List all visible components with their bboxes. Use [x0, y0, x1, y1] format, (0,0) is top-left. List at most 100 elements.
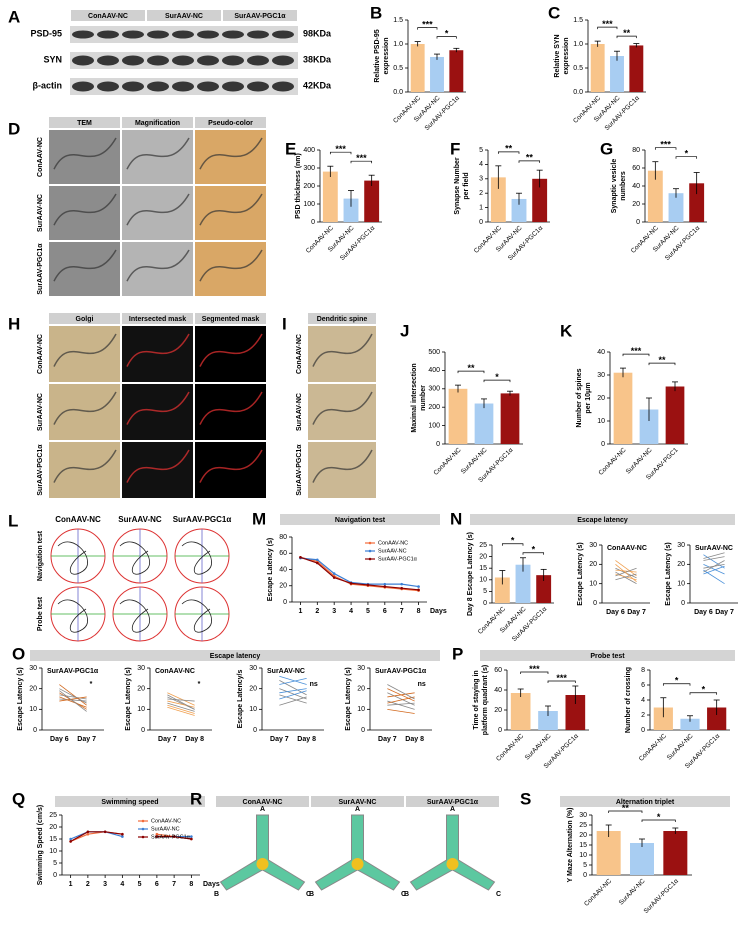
x-tick-label: 4 — [120, 881, 124, 888]
blot-band — [222, 81, 244, 92]
x-tick-label: SurAAV-NC — [524, 732, 553, 761]
blot-band — [247, 81, 269, 92]
significance-bracket — [457, 370, 485, 374]
swim-track — [119, 541, 151, 575]
pair-line — [615, 573, 637, 581]
pair-line — [167, 698, 195, 702]
column-header: TEM — [77, 120, 92, 127]
pair-line — [615, 567, 637, 577]
pair-line — [59, 696, 87, 708]
bar — [532, 178, 548, 222]
swim-track — [119, 599, 151, 633]
pair-line — [703, 560, 725, 573]
y-tick-label: 6 — [641, 682, 645, 689]
significance-bracket — [522, 552, 545, 555]
image-detail — [199, 333, 263, 367]
significance-label: *** — [335, 144, 346, 154]
blot-band — [122, 30, 144, 39]
y-tick-label: 0 — [361, 727, 365, 734]
y-tick-label: 40 — [494, 687, 502, 694]
significance-bracket — [654, 147, 677, 150]
y-tick-label: 0 — [283, 599, 287, 606]
arm-label: C — [401, 891, 406, 898]
image-detail — [199, 449, 263, 483]
image-detail — [126, 391, 190, 425]
pair-line — [279, 696, 307, 706]
image-cell — [122, 442, 193, 498]
column-header-box — [147, 10, 221, 21]
bar — [680, 718, 700, 730]
blot-band — [147, 55, 169, 66]
blot-band — [97, 55, 119, 66]
swim-track — [57, 599, 89, 633]
point — [155, 835, 159, 838]
y-tick-label: 0 — [253, 727, 257, 734]
column-header-box — [71, 10, 145, 21]
x-tick-label: 7 — [172, 881, 176, 888]
image-detail — [53, 193, 117, 226]
point — [417, 585, 420, 588]
panel-letter: C — [548, 3, 560, 22]
panel-letter: M — [252, 509, 266, 528]
image-detail — [53, 249, 117, 282]
y-tick-label: 40 — [597, 349, 605, 356]
bar — [707, 707, 727, 730]
panel-letter: L — [8, 511, 18, 530]
size-label: 42KDa — [303, 80, 332, 90]
significance-bracket — [518, 160, 541, 163]
y-tick-label: 30 — [579, 812, 587, 819]
significance-label: * — [657, 812, 661, 822]
pair-line — [387, 696, 415, 704]
bar — [590, 44, 605, 92]
legend-marker — [141, 835, 145, 839]
blot-band — [147, 81, 169, 92]
arm-label: B — [309, 891, 314, 898]
bar — [494, 577, 510, 603]
row-label: β-actin — [33, 80, 63, 90]
pair-line — [59, 698, 87, 702]
y-axis-label: Escape Latency (s) — [267, 538, 274, 601]
image-detail — [53, 449, 117, 483]
y-tick-label: 10 — [357, 706, 365, 713]
y-axis-label: Synapse Number — [454, 157, 461, 214]
point — [366, 583, 370, 587]
y-tick-label: 0 — [593, 600, 597, 607]
image-cell — [49, 242, 120, 296]
bar — [538, 711, 558, 730]
x-tick-label: Day 7 — [378, 736, 397, 743]
y-tick-label: 20 — [589, 561, 597, 568]
x-tick-label: Day 6 — [606, 609, 625, 616]
column-header: Intersected mask — [129, 316, 186, 323]
image-cell — [49, 326, 120, 382]
x-tick-label: 4 — [349, 608, 353, 615]
y-tick-label: 20 — [137, 686, 145, 693]
point — [316, 558, 319, 562]
panel-letter: N — [450, 509, 462, 528]
y-tick-label: 0.0 — [573, 89, 583, 96]
y-axis-label: expression — [563, 38, 570, 75]
y-axis-label: Relative PSD-95 — [374, 29, 381, 82]
bar — [610, 56, 624, 92]
legend-label: ConAAV-NC — [151, 818, 181, 824]
x-tick-label: 8 — [189, 881, 193, 888]
image-cell — [308, 326, 376, 382]
y-tick-label: 20 — [579, 832, 587, 839]
pair-line — [703, 554, 725, 569]
image-cell — [49, 384, 120, 440]
header: Navigation test — [335, 517, 386, 524]
x-axis-label: Days — [203, 881, 220, 888]
blot-band — [122, 81, 144, 92]
y-axis-label: Number of spines — [576, 368, 583, 427]
y-tick-label: 20 — [49, 824, 57, 831]
column-header: ConAAV-NC — [243, 799, 283, 806]
column-header: Pseudo-color — [208, 120, 253, 127]
significance-label: * — [90, 681, 93, 688]
bar — [500, 393, 520, 444]
bar — [668, 193, 684, 222]
blot-band — [97, 81, 119, 92]
x-tick-label: Day 8 — [405, 736, 424, 743]
chart-title: SurAAV-PGC1α — [47, 668, 99, 675]
panel-letter: Q — [12, 789, 25, 808]
column-header-box — [122, 313, 193, 324]
significance-bracket — [497, 151, 520, 154]
